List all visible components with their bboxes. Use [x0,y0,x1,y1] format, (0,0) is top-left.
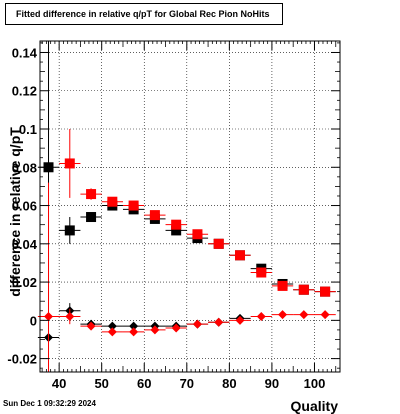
x-tick-label: 70 [180,376,194,391]
y-tick-label: 0.12 [12,84,37,99]
x-tick-label: 40 [52,376,66,391]
data-point-square [149,210,160,221]
data-point-square [192,229,203,240]
y-tick-label: -0.02 [7,352,37,367]
plot-frame [39,40,341,373]
timestamp: Sun Dec 1 09:32:29 2024 [3,399,96,408]
data-point-square [213,238,224,249]
x-axis-label: Quality [291,398,339,414]
series-diamond-red [37,182,336,372]
data-point-square [277,280,288,291]
data-point-square [64,158,75,169]
data-point-square [235,250,245,261]
data-point-diamond [65,312,75,322]
data-point-square [64,225,75,236]
data-point-diamond [86,321,96,331]
data-point-square [86,189,97,200]
data-point-diamond [107,321,117,331]
grid-lines [40,41,340,372]
chart-title: Fitted difference in relative q/pT for G… [5,3,283,25]
series-square-red [59,129,336,297]
x-tick-label: 100 [304,376,326,391]
data-point-diamond [171,323,181,333]
data-series [37,41,336,372]
data-point-diamond [299,310,309,320]
y-tick-label: 0.08 [12,160,37,175]
x-tick-label: 60 [137,376,151,391]
data-point-diamond [278,310,288,320]
data-point-diamond [107,327,117,337]
data-point-diamond [129,327,139,337]
data-point-square [86,212,97,223]
data-point-square [171,225,182,236]
data-point-square [256,267,267,278]
y-tick-label: 0.06 [12,199,37,214]
data-point-diamond [192,319,202,329]
data-point-diamond [44,312,54,322]
x-tick-label: 50 [94,376,108,391]
y-tick-label: 0.04 [12,237,38,252]
data-point-square [320,286,331,297]
y-tick-label: 0 [30,313,37,328]
data-point-square [298,284,309,295]
axes: 40 50 60 70 80 90 100 -0.02 0 0.02 0.04 0.06 0.08 0.1… [7,41,340,391]
data-point-diamond [256,312,266,322]
data-point-square [107,196,118,207]
x-tick-label: 80 [222,376,236,391]
x-tick-label: 90 [265,376,279,391]
data-point-diamond [320,310,330,320]
y-axis-label: difference in relative q/pT [7,127,23,297]
data-point-square [128,200,139,211]
data-point-diamond [129,321,139,331]
y-tick-label: 0.14 [12,45,38,60]
data-point-square [171,219,182,230]
y-tick-label: 0.1 [19,122,37,137]
y-tick-label: 0.02 [12,275,37,290]
data-point-diamond [235,315,245,325]
data-point-diamond [214,317,224,327]
data-point-diamond [150,325,160,335]
